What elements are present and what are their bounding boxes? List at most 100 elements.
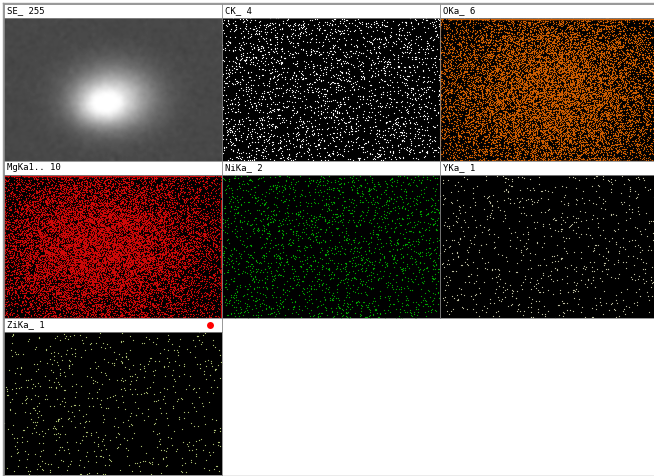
Point [321, 33, 332, 40]
Point [460, 53, 471, 60]
Point [590, 127, 600, 134]
Point [147, 286, 158, 293]
Point [216, 197, 226, 204]
Point [500, 69, 511, 77]
Point [177, 226, 188, 234]
Point [397, 97, 407, 105]
Point [651, 241, 654, 249]
Point [67, 260, 78, 268]
Point [245, 273, 256, 280]
Point [504, 54, 515, 62]
Point [259, 35, 269, 42]
Point [532, 75, 543, 82]
Point [9, 172, 20, 180]
Point [200, 232, 211, 239]
Point [275, 25, 285, 32]
Point [158, 192, 168, 200]
Point [93, 225, 103, 232]
Point [462, 110, 473, 118]
Point [93, 240, 103, 248]
Point [121, 235, 131, 243]
Point [585, 31, 596, 39]
Point [33, 228, 44, 236]
Point [30, 418, 41, 426]
Point [323, 141, 334, 149]
Point [126, 288, 136, 296]
Point [129, 278, 140, 285]
Point [34, 244, 44, 252]
Point [602, 47, 612, 55]
Point [343, 94, 353, 101]
Point [87, 254, 97, 262]
Point [128, 274, 139, 281]
Point [276, 59, 286, 66]
Point [160, 190, 170, 198]
Point [437, 15, 447, 23]
Point [216, 220, 226, 228]
Point [628, 109, 638, 116]
Point [25, 223, 35, 230]
Point [192, 234, 203, 242]
Point [610, 15, 620, 23]
Point [0, 192, 9, 199]
Point [61, 301, 71, 308]
Point [124, 281, 134, 288]
Point [122, 298, 133, 305]
Point [551, 83, 561, 91]
Point [132, 264, 143, 271]
Point [100, 250, 111, 258]
Point [577, 65, 588, 72]
Point [158, 176, 169, 183]
Point [78, 230, 89, 238]
Point [605, 157, 615, 165]
Point [556, 44, 566, 51]
Point [566, 59, 576, 67]
Point [58, 250, 69, 258]
Point [551, 126, 561, 133]
Point [629, 19, 640, 27]
Point [562, 100, 573, 108]
Point [341, 259, 351, 267]
Point [94, 314, 104, 322]
Point [455, 120, 466, 128]
Point [539, 120, 549, 128]
Point [27, 281, 38, 289]
Point [575, 66, 585, 73]
Point [101, 172, 111, 180]
Point [526, 73, 536, 80]
Point [647, 135, 654, 143]
Point [477, 110, 488, 118]
Point [526, 27, 536, 34]
Point [71, 224, 81, 232]
Point [630, 106, 641, 114]
Point [585, 35, 596, 42]
Point [619, 157, 630, 165]
Point [585, 157, 596, 165]
Point [71, 314, 82, 322]
Point [152, 218, 163, 225]
Point [200, 313, 211, 320]
Point [598, 102, 608, 109]
Point [24, 234, 34, 242]
Point [7, 242, 18, 249]
Point [456, 69, 466, 77]
Point [553, 127, 563, 135]
Point [111, 253, 121, 261]
Point [527, 114, 538, 121]
Point [154, 210, 165, 218]
Point [470, 292, 480, 299]
Point [357, 198, 368, 206]
Point [134, 255, 145, 263]
Point [70, 300, 80, 308]
Point [568, 47, 578, 54]
Point [0, 257, 9, 264]
Point [469, 129, 479, 136]
Point [54, 232, 65, 240]
Point [48, 238, 59, 245]
Point [116, 338, 126, 346]
Point [320, 251, 331, 259]
Point [574, 74, 585, 81]
Point [18, 204, 28, 212]
Point [92, 247, 103, 255]
Point [579, 44, 590, 51]
